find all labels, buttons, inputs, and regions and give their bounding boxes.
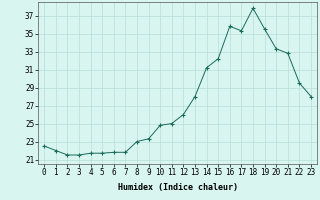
X-axis label: Humidex (Indice chaleur): Humidex (Indice chaleur) [118, 183, 238, 192]
